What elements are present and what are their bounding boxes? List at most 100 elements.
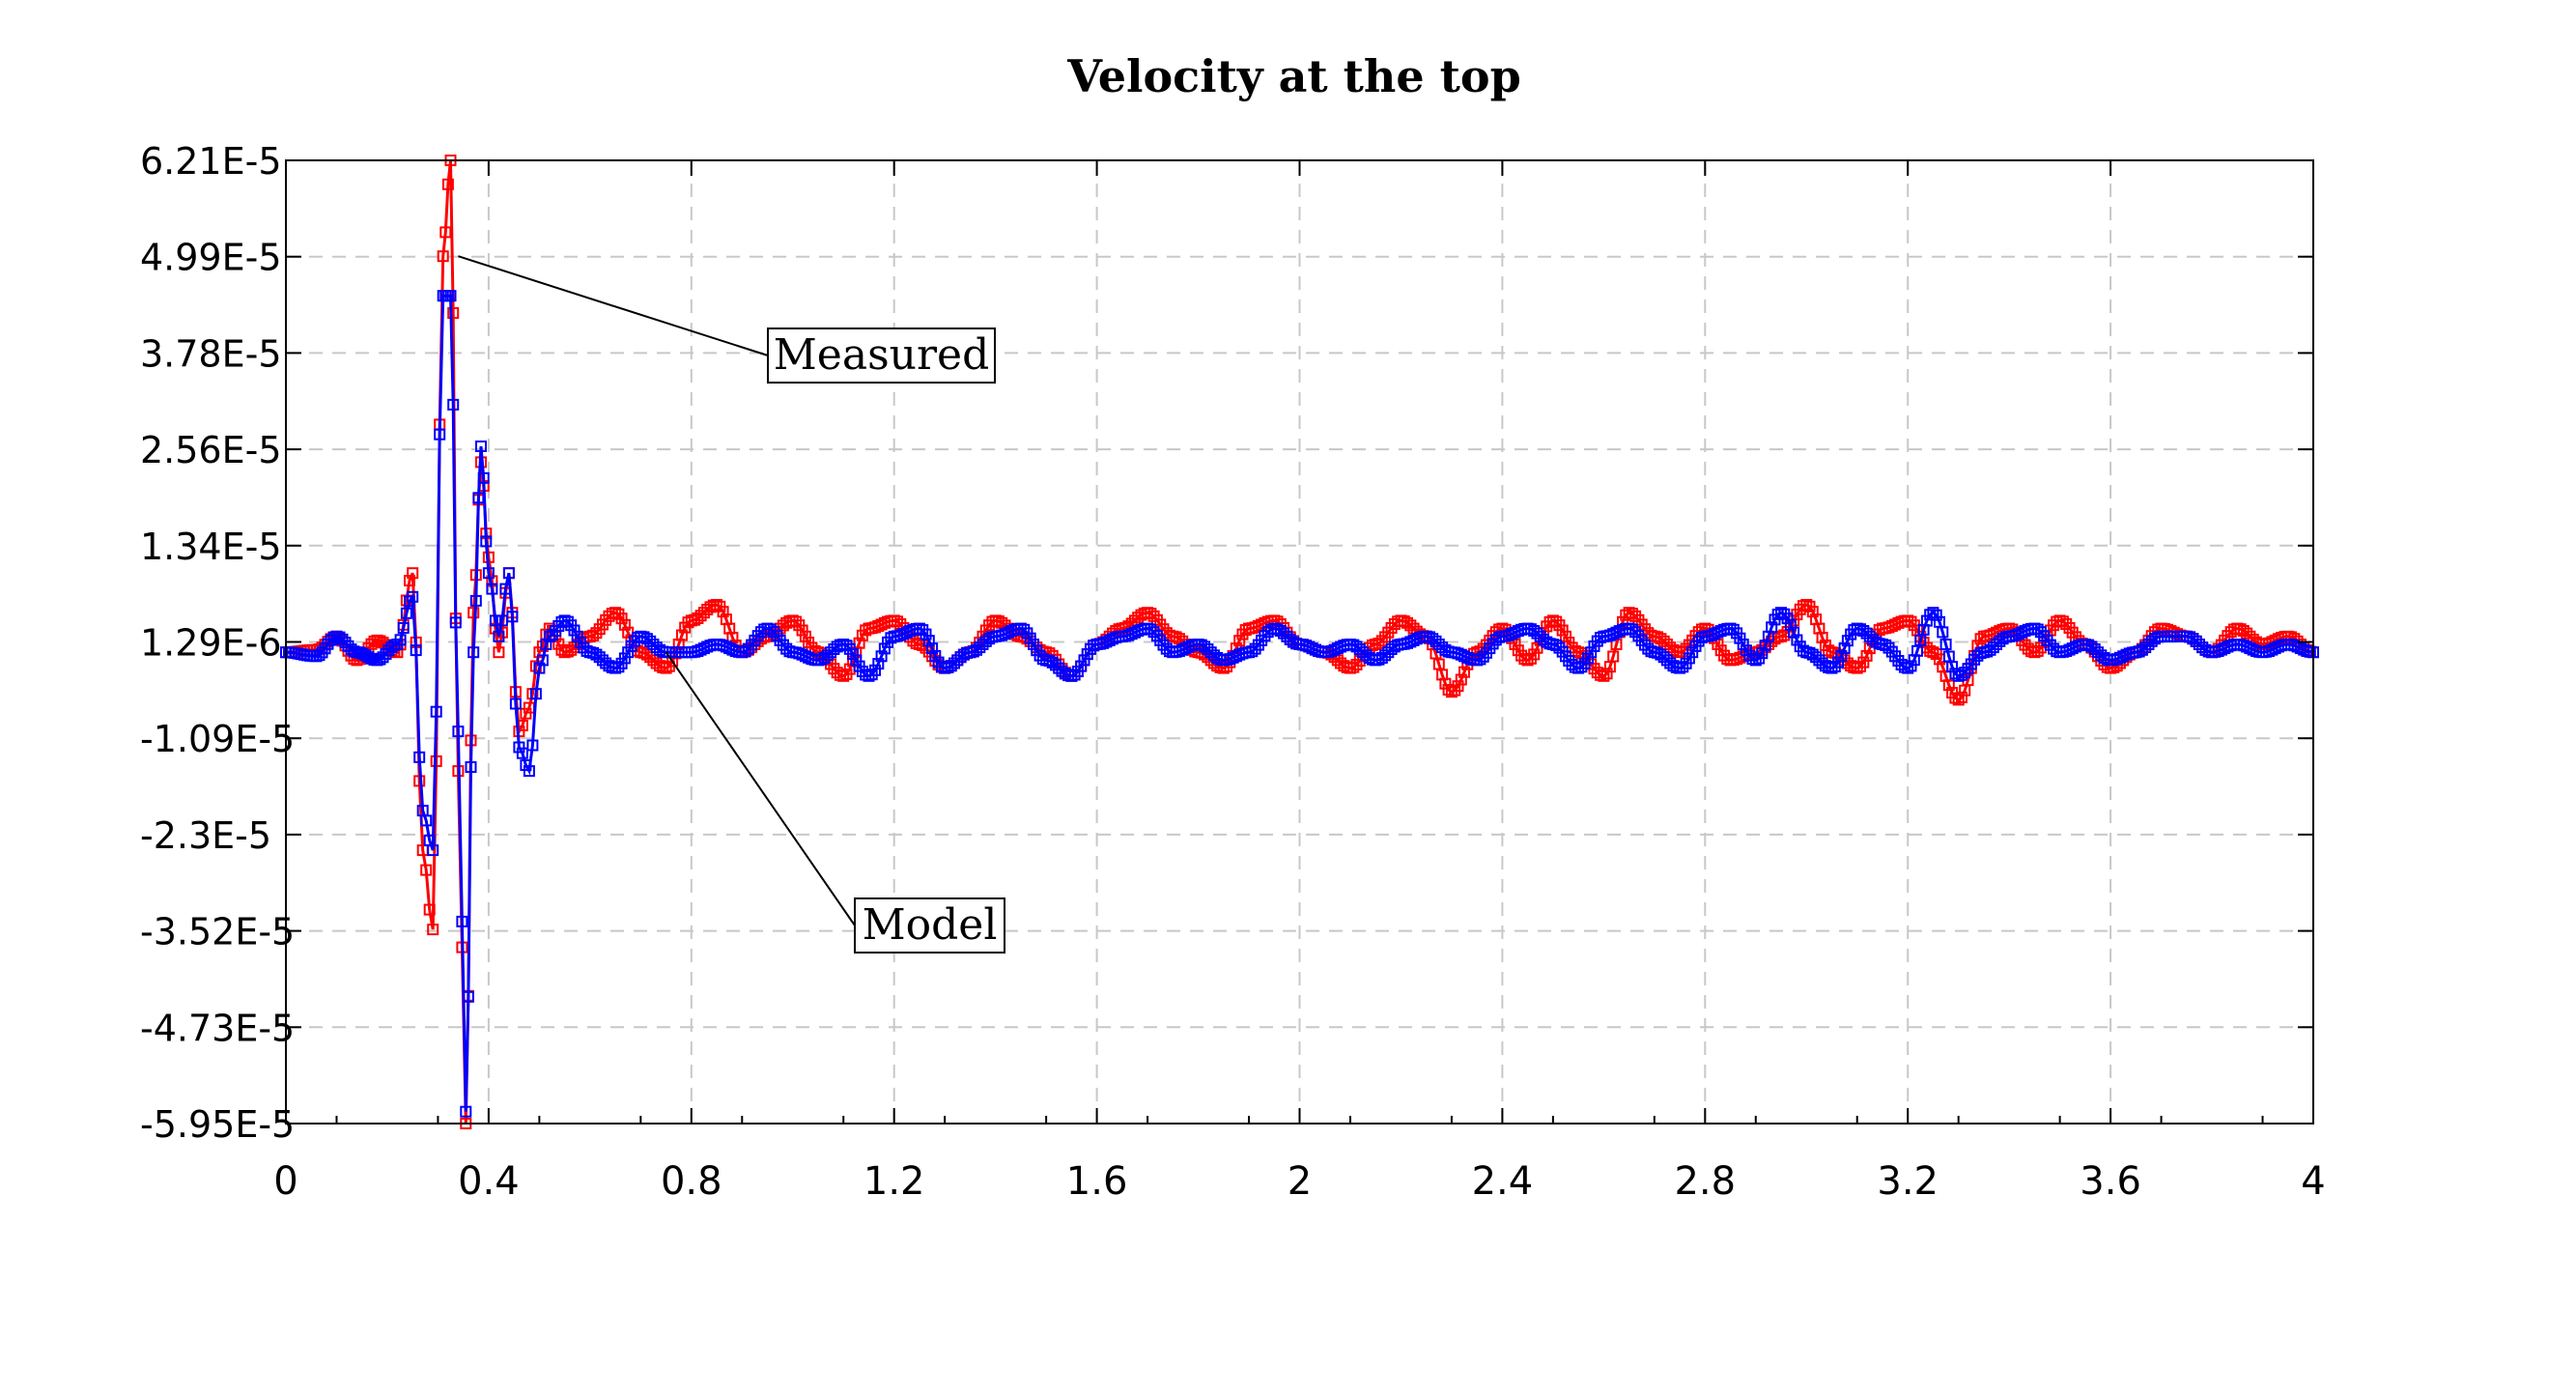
series-point xyxy=(502,567,515,580)
series-point xyxy=(1937,626,1949,639)
series-point xyxy=(1835,649,1848,662)
series-point xyxy=(847,648,860,661)
x-tick-label: 2.4 xyxy=(1472,1159,1534,1204)
series-point xyxy=(622,646,635,659)
series-point xyxy=(1531,627,1543,640)
series-point xyxy=(1145,623,1157,636)
series-point xyxy=(1550,615,1563,628)
series-point xyxy=(878,642,891,655)
series-point xyxy=(523,765,535,778)
series-point xyxy=(2088,643,2101,655)
series-point xyxy=(444,290,457,302)
series-point xyxy=(1810,651,1823,664)
annotation-label: Model xyxy=(863,900,998,950)
series-point xyxy=(1952,694,1965,706)
series-layer xyxy=(280,155,2319,1129)
series-point xyxy=(593,651,606,664)
series-point xyxy=(1857,656,1870,669)
y-tick-label: 4.99E-5 xyxy=(140,237,282,279)
series-point xyxy=(644,651,657,664)
series-point xyxy=(1598,669,1610,682)
series-point xyxy=(612,661,625,673)
series-point xyxy=(1860,649,1873,662)
x-tick-label: 1.6 xyxy=(1066,1159,1128,1204)
series-point xyxy=(1841,635,1854,647)
series-point xyxy=(1028,639,1039,650)
series-point xyxy=(439,226,452,239)
series-point xyxy=(837,669,850,682)
series-point xyxy=(821,649,834,662)
series-point xyxy=(1582,652,1594,665)
series-point xyxy=(1791,634,1803,646)
series-point xyxy=(1838,642,1851,655)
series-point xyxy=(413,751,426,763)
annotation-label: Measured xyxy=(774,330,989,380)
series-point xyxy=(1528,648,1541,661)
series-point xyxy=(660,662,672,674)
series-point xyxy=(441,178,454,190)
series-point xyxy=(615,612,628,625)
series-point xyxy=(462,990,474,1003)
series-point xyxy=(499,583,512,595)
series-point xyxy=(2190,635,2202,647)
series-point xyxy=(1946,661,1959,673)
series-point xyxy=(1800,599,1813,611)
series-point xyxy=(1560,630,1571,642)
series-point xyxy=(427,844,439,857)
series-point xyxy=(1585,646,1598,659)
series-point xyxy=(726,632,739,643)
series-point xyxy=(509,698,522,710)
x-tick-label: 3.6 xyxy=(2080,1159,2141,1204)
series-point xyxy=(568,624,580,637)
series-point xyxy=(948,657,960,669)
series-point xyxy=(1353,643,1366,655)
series-point xyxy=(529,688,542,700)
series-point xyxy=(410,644,422,657)
series-point xyxy=(587,629,600,641)
series-point xyxy=(1987,641,1999,654)
annot-layer: Measured Model xyxy=(458,255,1005,954)
y-tick-label: 1.34E-5 xyxy=(140,526,282,568)
series-point xyxy=(1531,641,1543,654)
series-point xyxy=(472,492,485,504)
x-tick-label: 3.2 xyxy=(1877,1159,1939,1204)
series-point xyxy=(561,615,574,628)
series-point xyxy=(1924,644,1937,657)
series-point xyxy=(1860,627,1873,640)
series-point xyxy=(892,615,903,628)
annotation-leader xyxy=(458,255,769,356)
series-point xyxy=(1956,691,1967,703)
series-point xyxy=(739,645,751,658)
series-point xyxy=(853,637,865,649)
x-tick-label: 0.8 xyxy=(661,1159,722,1204)
series-point xyxy=(1806,606,1819,618)
x-tick-label: 2 xyxy=(1288,1159,1312,1204)
series-point xyxy=(1956,669,1967,681)
series-point xyxy=(1233,635,1246,647)
series-point xyxy=(1939,639,1952,650)
series-point xyxy=(676,629,688,641)
series-point xyxy=(1278,627,1290,640)
series-point xyxy=(1018,623,1031,636)
series-point xyxy=(460,1105,472,1118)
series-point xyxy=(486,583,498,595)
series-point xyxy=(540,639,552,650)
series-point xyxy=(840,640,853,652)
series-point xyxy=(1373,638,1385,649)
series-point xyxy=(552,638,565,650)
y-tick-label: -1.09E-5 xyxy=(140,718,295,760)
series-point xyxy=(2241,627,2253,640)
y-tick-label: 1.29E-6 xyxy=(140,622,282,665)
series-point xyxy=(1905,615,1917,628)
annotation-leader xyxy=(665,651,856,926)
x-tick-label: 1.2 xyxy=(863,1159,925,1204)
series-point xyxy=(520,759,532,771)
series-point xyxy=(1832,656,1844,669)
series-point xyxy=(1626,623,1638,636)
series-point xyxy=(1458,666,1470,678)
series-point xyxy=(1902,662,1914,674)
series-point xyxy=(407,567,419,580)
series-point xyxy=(475,441,487,452)
series-point xyxy=(872,658,885,670)
